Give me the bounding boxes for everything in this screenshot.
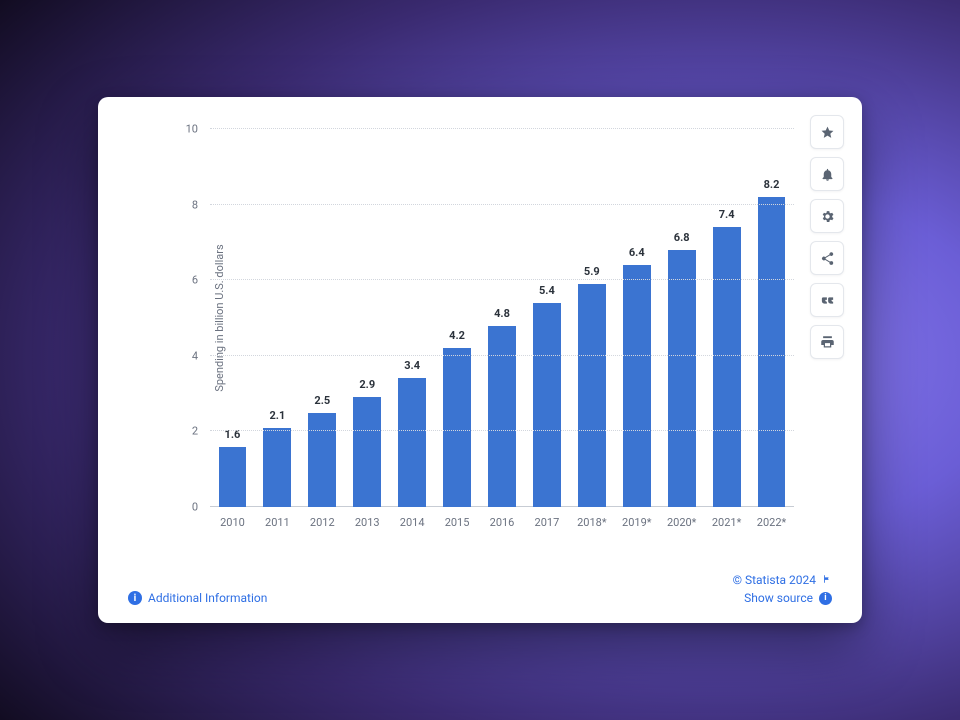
chart-card: Spending in billion U.S. dollars 1.62.12… (98, 97, 862, 623)
y-tick-label: 6 (192, 274, 198, 287)
chart-area: Spending in billion U.S. dollars 1.62.12… (128, 123, 800, 537)
bar[interactable]: 2.5 (308, 413, 336, 508)
bar[interactable]: 6.4 (623, 265, 651, 507)
toolbar (810, 115, 844, 359)
x-tick-label: 2011 (265, 516, 290, 529)
bar-value-label: 6.4 (629, 246, 645, 259)
x-tick-label: 2022* (757, 516, 786, 529)
bar-value-label: 2.5 (314, 394, 330, 407)
bar[interactable]: 1.6 (219, 447, 247, 507)
bar[interactable]: 4.2 (443, 348, 471, 507)
bar[interactable]: 2.1 (263, 428, 291, 507)
bar-value-label: 8.2 (764, 178, 780, 191)
bar[interactable]: 3.4 (398, 378, 426, 507)
show-source-label: Show source (744, 591, 813, 605)
grid-line (210, 204, 794, 205)
stage: Spending in billion U.S. dollars 1.62.12… (0, 0, 960, 720)
print-button[interactable] (810, 325, 844, 359)
x-tick-label: 2015 (445, 516, 470, 529)
x-tick-label: 2016 (490, 516, 515, 529)
bar[interactable]: 5.9 (578, 284, 606, 507)
bar[interactable]: 6.8 (668, 250, 696, 507)
x-tick-label: 2013 (355, 516, 380, 529)
grid-line (210, 279, 794, 280)
y-tick-label: 2 (192, 425, 198, 438)
grid-line (210, 430, 794, 431)
cite-button[interactable] (810, 283, 844, 317)
y-tick-label: 0 (192, 501, 198, 514)
bar[interactable]: 4.8 (488, 326, 516, 507)
flag-icon (822, 573, 832, 587)
star-icon (820, 125, 835, 140)
quote-icon (820, 293, 835, 308)
settings-button[interactable] (810, 199, 844, 233)
copyright-link[interactable]: © Statista 2024 (733, 573, 832, 587)
bar-value-label: 5.9 (584, 265, 600, 278)
bar[interactable]: 5.4 (533, 303, 561, 507)
x-tick-label: 2019* (622, 516, 651, 529)
plot-area: Spending in billion U.S. dollars 1.62.12… (210, 129, 794, 507)
footer-right: © Statista 2024 Show source i (733, 569, 832, 605)
gear-icon (820, 209, 835, 224)
bar-value-label: 2.1 (269, 409, 285, 422)
y-tick-label: 8 (192, 198, 198, 211)
bar[interactable]: 7.4 (713, 227, 741, 507)
source-info-icon: i (819, 592, 832, 605)
bar-value-label: 6.8 (674, 231, 690, 244)
x-tick-label: 2020* (667, 516, 696, 529)
bar-value-label: 3.4 (404, 359, 420, 372)
show-source-link[interactable]: Show source i (733, 591, 832, 605)
favorite-button[interactable] (810, 115, 844, 149)
notify-button[interactable] (810, 157, 844, 191)
copyright-text: © Statista 2024 (733, 573, 816, 587)
x-tick-label: 2017 (535, 516, 560, 529)
x-tick-label: 2012 (310, 516, 335, 529)
grid-line (210, 128, 794, 129)
additional-information-link[interactable]: i Additional Information (128, 591, 267, 605)
bar[interactable]: 2.9 (353, 397, 381, 507)
print-icon (820, 335, 835, 350)
y-tick-label: 10 (186, 123, 198, 136)
x-tick-label: 2010 (220, 516, 245, 529)
grid-line (210, 355, 794, 356)
share-icon (820, 251, 835, 266)
y-tick-label: 4 (192, 349, 198, 362)
bell-icon (820, 167, 835, 182)
bar-value-label: 7.4 (719, 208, 735, 221)
bar-value-label: 5.4 (539, 284, 555, 297)
bar-value-label: 2.9 (359, 378, 375, 391)
x-tick-label: 2018* (577, 516, 606, 529)
x-tick-label: 2021* (712, 516, 741, 529)
x-tick-label: 2014 (400, 516, 425, 529)
share-button[interactable] (810, 241, 844, 275)
bar[interactable]: 8.2 (758, 197, 786, 507)
additional-information-label: Additional Information (148, 591, 267, 605)
footer: i Additional Information © Statista 2024… (128, 569, 832, 605)
bars-container: 1.6 2.1 2.5 2.9 3.4 4.2 4.8 5.4 5.9 6.4 6.8 7.4 8.2 (210, 129, 794, 507)
info-icon: i (128, 591, 142, 605)
bar-value-label: 4.8 (494, 307, 510, 320)
bar-value-label: 4.2 (449, 329, 465, 342)
